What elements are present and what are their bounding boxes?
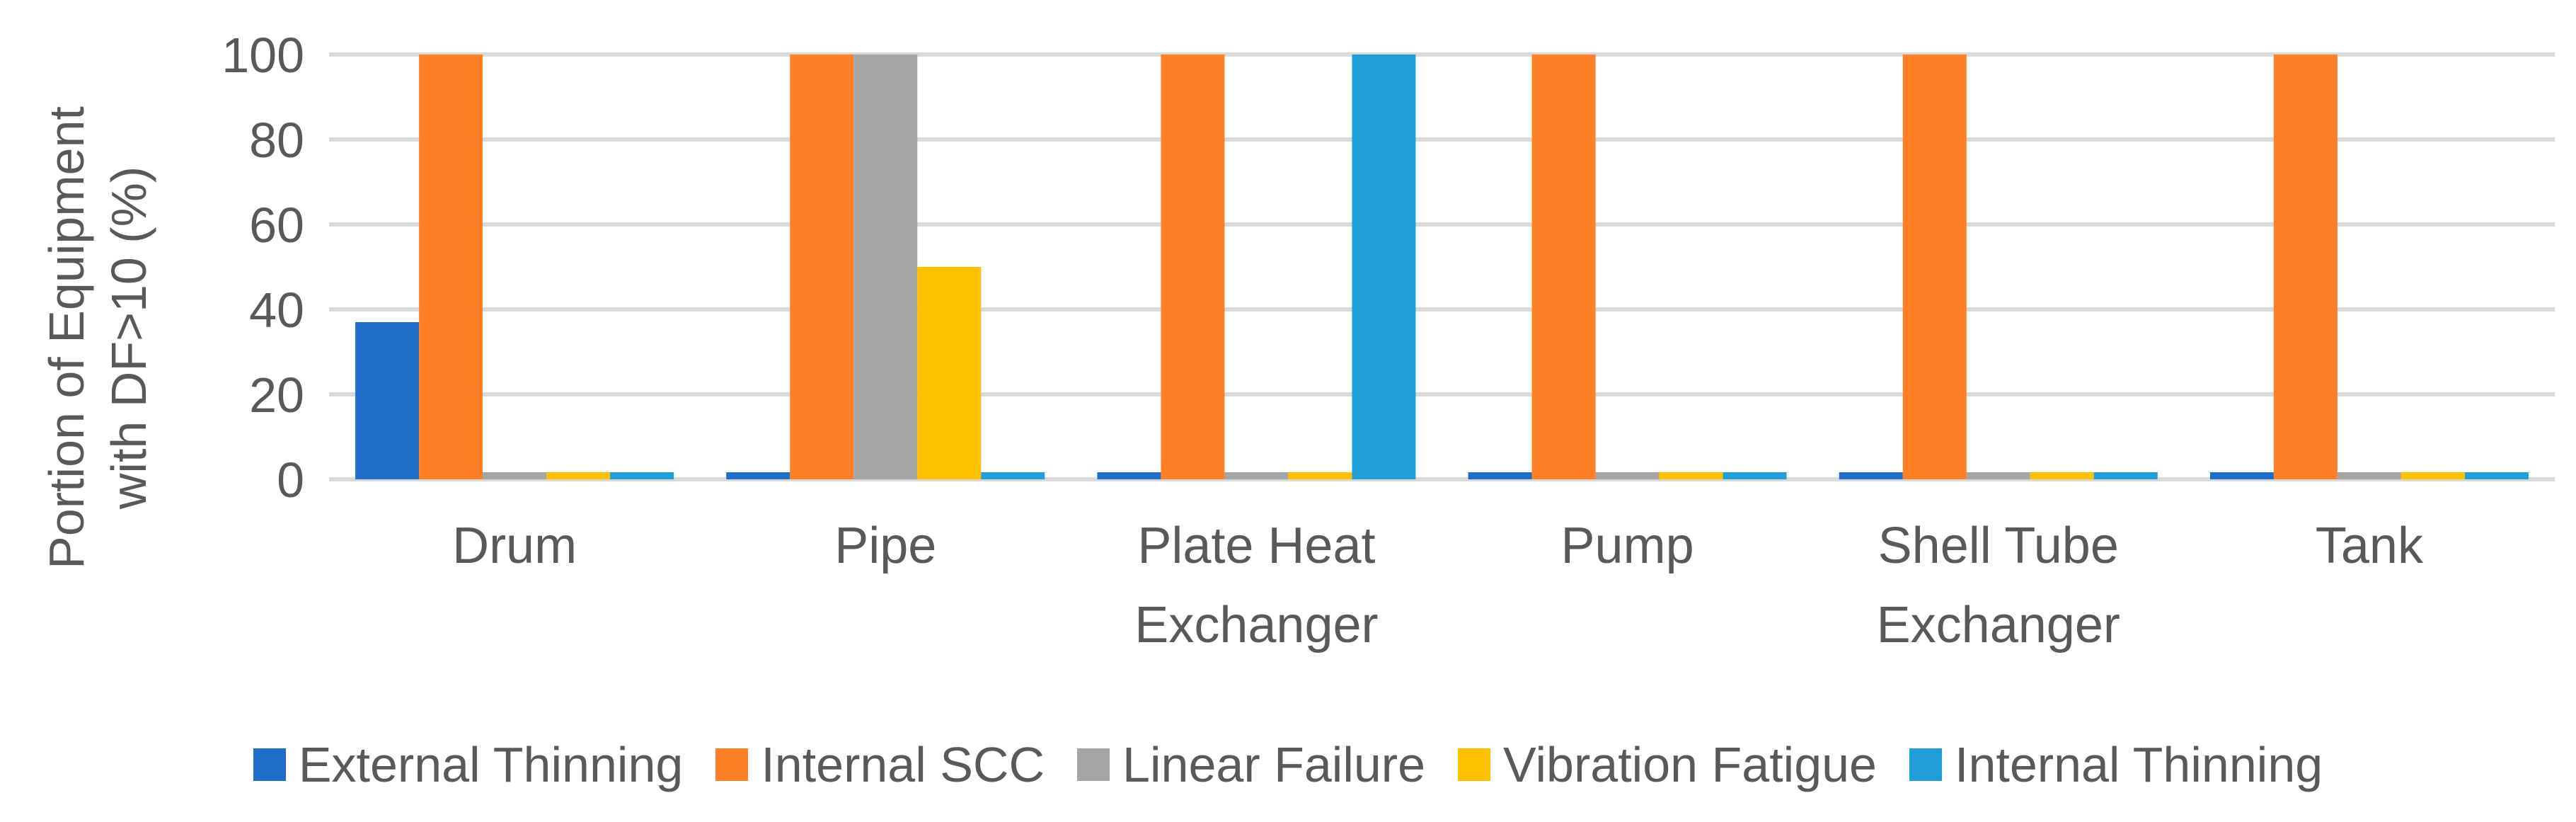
legend-swatch [715, 748, 749, 781]
bars [355, 55, 2529, 479]
bar-external-thinning [355, 322, 420, 479]
y-tick-label: 100 [222, 28, 304, 83]
legend-item: Vibration Fatigue [1458, 736, 1877, 793]
bar-vibration-fatigue [1659, 472, 1723, 479]
bar-internal-thinning [1352, 55, 1416, 479]
bar-internal-thinning [1723, 472, 1787, 479]
legend-label: Internal Thinning [1955, 737, 2323, 792]
y-axis-title: Portion of Equipment with DF>10 (%) [39, 106, 156, 569]
bar-external-thinning [1839, 472, 1903, 479]
x-tick-label: Pump [1561, 518, 1694, 574]
bar-internal-thinning [610, 472, 674, 479]
bar-vibration-fatigue [917, 267, 982, 479]
bar-internal-thinning [2464, 472, 2529, 479]
legend-label: External Thinning [298, 737, 684, 792]
bar-internal-thinning [2093, 472, 2158, 479]
legend-swatch [1909, 748, 1942, 781]
bar-linear-failure [1224, 472, 1289, 479]
bar-internal-scc [419, 55, 483, 479]
bar-vibration-fatigue [546, 472, 611, 479]
bar-external-thinning [1468, 472, 1532, 479]
bar-internal-scc [1902, 55, 1967, 479]
bar-linear-failure [1595, 472, 1660, 479]
bar-internal-scc [1531, 55, 1596, 479]
axes: 0 20 40 60 80 100 Drum Pipe Plate Heat Exchanger P… [222, 28, 2424, 653]
bar-internal-scc [1161, 55, 1225, 479]
bar-chart: 0 20 40 60 80 100 Drum Pipe Plate Heat Exchanger P… [39, 28, 2555, 653]
legend-swatch [1077, 748, 1110, 781]
legend-item: Internal SCC [715, 736, 1045, 793]
bar-vibration-fatigue [2030, 472, 2094, 479]
chart-legend: External Thinning Internal SCC Linear Fail… [0, 736, 2576, 793]
x-tick-label: Shell Tube Exchanger [1877, 518, 2120, 653]
bar-vibration-fatigue [2400, 472, 2465, 479]
bar-external-thinning [2209, 472, 2274, 479]
y-tick-label: 60 [249, 198, 304, 253]
legend-item: External Thinning [253, 736, 684, 793]
legend-label: Internal SCC [761, 737, 1045, 792]
y-tick-label: 0 [277, 452, 304, 508]
bar-linear-failure [2337, 472, 2401, 479]
x-tick-label: Tank [2316, 518, 2424, 574]
legend-label: Linear Failure [1122, 737, 1426, 792]
gridlines [329, 52, 2555, 481]
y-tick-label: 20 [249, 367, 304, 423]
bar-internal-thinning [981, 472, 1045, 479]
y-tick-label: 40 [249, 282, 304, 338]
legend-label: Vibration Fatigue [1503, 737, 1877, 792]
legend-swatch [1458, 748, 1491, 781]
x-tick-label: Drum [452, 518, 577, 574]
y-axis-title-text: Portion of Equipment with DF>10 (%) [39, 106, 156, 569]
bar-internal-scc [2273, 55, 2338, 479]
bar-linear-failure [1966, 472, 2030, 479]
legend-swatch [253, 748, 286, 781]
bar-external-thinning [726, 472, 790, 479]
legend-item: Linear Failure [1077, 736, 1425, 793]
bar-linear-failure [483, 472, 547, 479]
x-tick-label: Plate Heat Exchanger [1134, 518, 1378, 653]
bar-linear-failure [853, 55, 918, 479]
bar-internal-scc [790, 55, 854, 479]
legend-item: Internal Thinning [1909, 736, 2323, 793]
bar-external-thinning [1097, 472, 1161, 479]
bar-vibration-fatigue [1288, 472, 1352, 479]
y-tick-label: 80 [249, 113, 304, 168]
x-tick-label: Pipe [834, 518, 936, 574]
